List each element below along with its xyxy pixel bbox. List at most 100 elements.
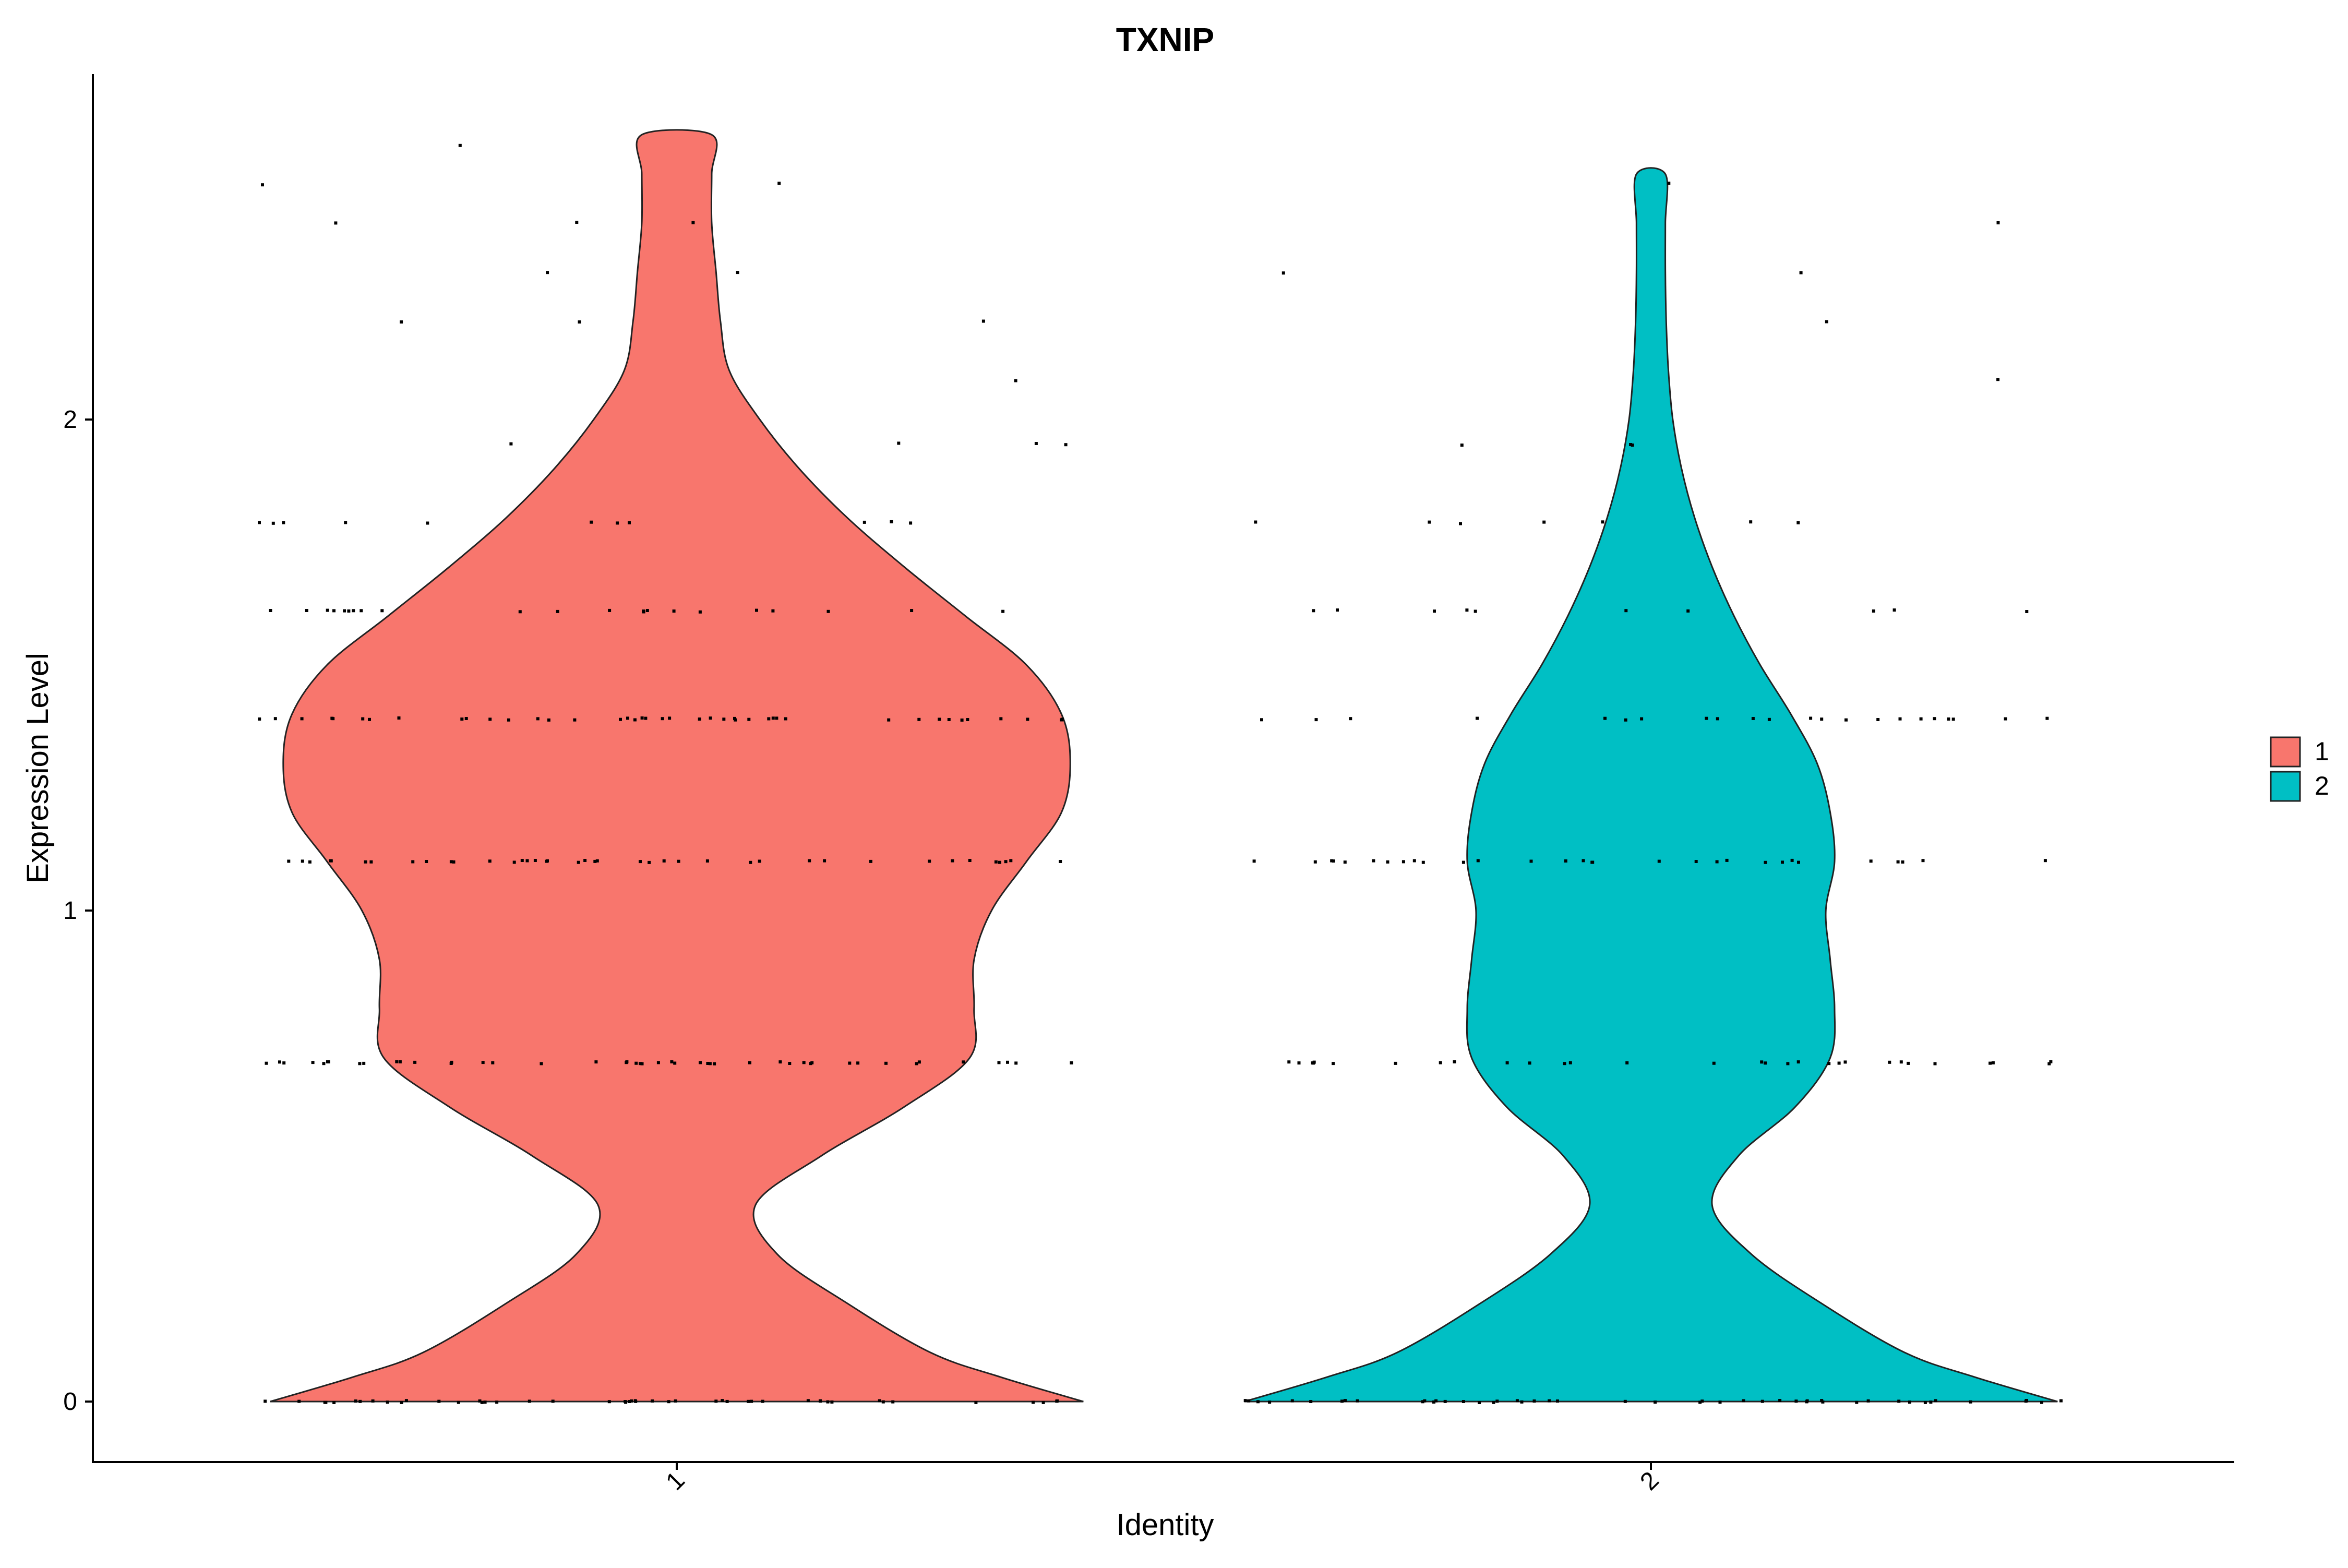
data-point [1790, 858, 1794, 862]
data-point [480, 1401, 484, 1404]
data-point [1654, 1401, 1657, 1404]
data-point [897, 441, 901, 445]
data-point [518, 610, 522, 614]
data-point [630, 1399, 633, 1403]
data-point [282, 1061, 286, 1065]
data-point [1421, 860, 1425, 864]
data-point [856, 1061, 860, 1065]
data-point [1764, 860, 1767, 864]
data-point [1515, 1399, 1519, 1403]
data-point [460, 717, 464, 721]
data-point [706, 1062, 710, 1065]
data-point [725, 1399, 729, 1403]
data-point [525, 859, 529, 863]
data-point [626, 716, 629, 720]
data-point [556, 609, 559, 613]
data-point [1715, 860, 1719, 864]
data-point [547, 718, 550, 722]
data-point [862, 520, 866, 524]
data-point [910, 609, 914, 612]
data-point [1332, 859, 1335, 863]
data-point [352, 609, 355, 613]
data-point [656, 1061, 660, 1064]
data-point [1698, 1401, 1702, 1404]
data-point [1070, 1061, 1073, 1064]
data-point [645, 609, 649, 612]
data-point [368, 717, 371, 721]
data-point [334, 221, 338, 225]
data-point [1872, 609, 1875, 613]
data-point [1820, 1399, 1824, 1403]
data-point [826, 1400, 830, 1404]
data-point [1888, 1060, 1891, 1064]
data-point [670, 1060, 674, 1063]
data-point [981, 319, 985, 323]
data-point [322, 1062, 326, 1066]
data-point [1394, 1061, 1397, 1065]
data-point [331, 717, 335, 721]
data-point [488, 717, 492, 721]
data-point [1421, 1400, 1424, 1404]
data-point [1934, 1399, 1937, 1403]
data-point [2040, 1401, 2043, 1404]
data-point [721, 1399, 724, 1403]
data-point [966, 718, 969, 721]
y-tick-label: 1 [63, 897, 77, 925]
data-point [1312, 1060, 1316, 1064]
data-point [1892, 608, 1896, 612]
data-point [1474, 609, 1477, 613]
data-point [634, 1399, 638, 1403]
data-point [823, 859, 826, 863]
data-point [1694, 860, 1698, 863]
legend-label: 2 [2315, 771, 2329, 800]
jitter-points-layer [258, 143, 2063, 1404]
data-point [616, 521, 619, 525]
data-point [1825, 320, 1828, 324]
data-point [371, 1399, 375, 1403]
legend-key-2 [2270, 771, 2301, 802]
data-point [546, 859, 549, 863]
violin-layer [270, 129, 2058, 1403]
data-point [450, 1060, 453, 1064]
data-point [361, 717, 365, 721]
data-point [962, 1060, 965, 1064]
data-point [269, 609, 272, 612]
data-point [481, 1061, 485, 1064]
data-point [1476, 859, 1480, 863]
data-point [819, 1399, 822, 1403]
data-point [1568, 1061, 1572, 1064]
data-point [1899, 1060, 1903, 1064]
data-point [464, 717, 468, 720]
data-point [1001, 609, 1005, 613]
data-point [736, 271, 739, 274]
data-point [1876, 718, 1880, 721]
data-point [994, 860, 998, 864]
data-point [573, 718, 577, 722]
data-point [1625, 1061, 1629, 1064]
data-point [708, 1062, 712, 1066]
data-point [329, 859, 333, 863]
data-point [1344, 1399, 1347, 1403]
violin-2 [1244, 167, 2058, 1403]
data-point [437, 1399, 441, 1403]
data-point [578, 320, 581, 324]
data-point [2049, 1060, 2053, 1063]
data-point [1796, 1060, 1800, 1064]
data-point [509, 442, 513, 446]
data-point [1705, 716, 1708, 720]
data-point [750, 1399, 753, 1403]
legend: 12 [2270, 736, 2329, 802]
data-point [287, 859, 291, 863]
data-point [347, 609, 351, 613]
data-point [1247, 1399, 1251, 1403]
data-point [1492, 1401, 1495, 1404]
data-point [802, 1061, 806, 1064]
data-point [507, 718, 510, 722]
data-point [1843, 1060, 1847, 1064]
data-point [608, 608, 612, 612]
data-point [1297, 1061, 1301, 1065]
data-point [642, 610, 645, 614]
data-point [308, 860, 312, 864]
violin-1 [270, 129, 1084, 1403]
